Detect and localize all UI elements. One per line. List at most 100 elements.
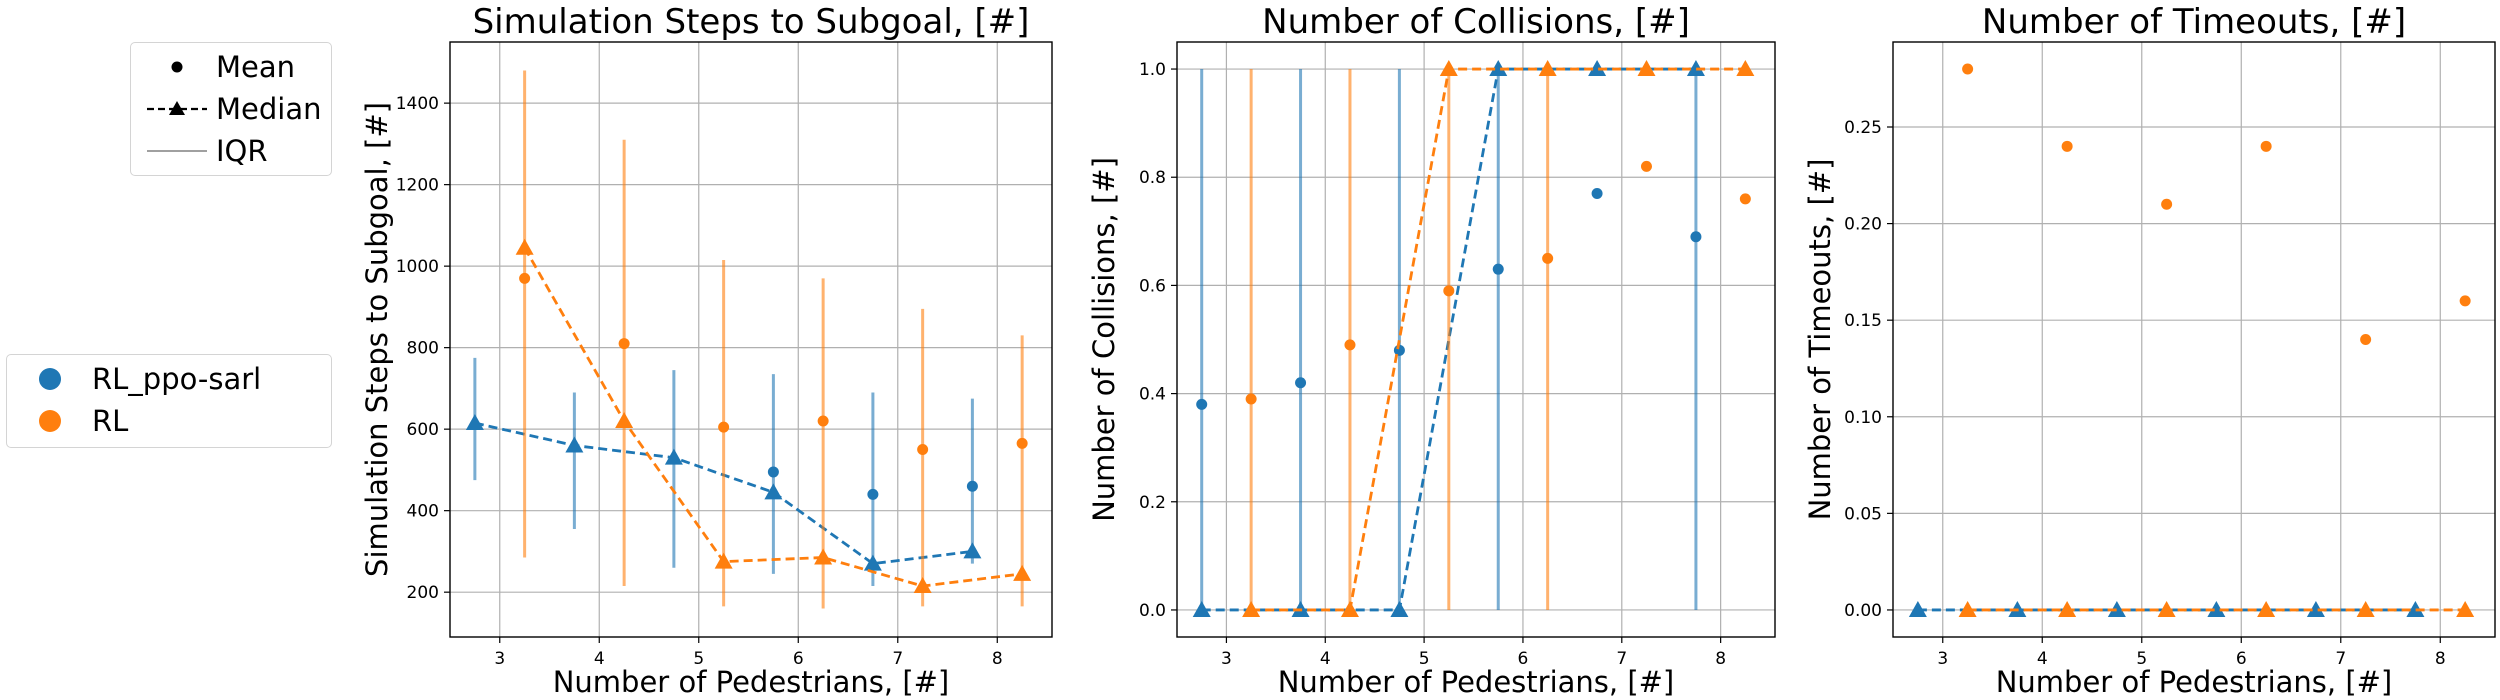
x-tick-label: 8: [2435, 649, 2446, 669]
x-tick-label: 7: [1616, 649, 1627, 669]
mean-marker: [966, 480, 978, 492]
median-line: [523, 247, 1023, 588]
rl-ppo-sarl-swatch-dot: [39, 368, 61, 390]
median-marker: [764, 483, 783, 500]
x-tick-label: 3: [494, 649, 505, 669]
mean-marker: [1016, 437, 1028, 449]
mean-marker: [1492, 263, 1504, 275]
x-tick-label: 3: [1221, 649, 1232, 669]
mean-marker: [1641, 160, 1653, 172]
mean-marker: [767, 466, 779, 478]
rl-ppo-sarl-swatch-icon: [39, 368, 61, 390]
x-tick-label: 6: [2236, 649, 2247, 669]
x-tick-label: 4: [2037, 649, 2048, 669]
y-tick-label: 0.2: [1139, 493, 1166, 513]
mean-marker: [2360, 334, 2372, 345]
y-tick-label: 0.8: [1139, 168, 1166, 188]
median-marker: [714, 552, 733, 569]
mean-marker: [1962, 63, 1974, 75]
mean-marker: [718, 421, 730, 433]
x-tick-label: 6: [1518, 649, 1529, 669]
mean-marker: [2260, 140, 2272, 152]
x-tick-label: 7: [2335, 649, 2346, 669]
y-axis-label: Simulation Steps to Subgoal, [#]: [360, 102, 394, 577]
mean-marker: [917, 444, 929, 456]
legend-series: RL_ppo-sarl RL: [6, 354, 332, 448]
y-axis-label: Number of Timeouts, [#]: [1803, 159, 1837, 521]
series-rl: [515, 70, 1032, 609]
median-marker: [2356, 600, 2375, 617]
y-tick-label: 600: [407, 420, 439, 440]
y-tick-label: 0.05: [1844, 504, 1882, 524]
median-marker: [615, 412, 634, 429]
median-marker: [1013, 564, 1032, 581]
mean-marker: [1443, 285, 1455, 297]
y-tick-label: 1000: [396, 257, 439, 277]
legend-label-mean: Mean: [216, 50, 296, 84]
median-marker: [2107, 600, 2126, 617]
chart-title: Number of Collisions, [#]: [1262, 2, 1690, 42]
y-tick-label: 1200: [396, 176, 439, 196]
y-tick-label: 1.0: [1139, 60, 1166, 80]
x-tick-label: 5: [2136, 649, 2147, 669]
mean-marker: [1690, 231, 1702, 243]
mean-marker: [2459, 295, 2471, 307]
y-tick-label: 200: [407, 583, 439, 603]
y-tick-label: 0.20: [1844, 215, 1882, 235]
x-tick-label: 3: [1937, 649, 1948, 669]
legend-item-mean: Mean: [131, 47, 331, 87]
mean-marker: [1739, 193, 1751, 205]
mean-marker: [519, 272, 531, 284]
median-marker: [1908, 600, 1927, 617]
median-marker: [2157, 600, 2176, 617]
series-rl: [1242, 60, 1755, 617]
median-marker: [2406, 600, 2425, 617]
x-tick-label: 5: [1419, 649, 1430, 669]
mean-marker: [1591, 187, 1603, 199]
legend-item-rl-ppo-sarl: RL_ppo-sarl: [7, 359, 331, 399]
mean-marker: [1542, 252, 1554, 264]
median-marker: [515, 238, 534, 255]
median-marker: [465, 414, 484, 431]
x-tick-label: 8: [1715, 649, 1726, 669]
mean-marker: [817, 415, 829, 427]
x-axis-label: Number of Pedestrians, [#]: [553, 665, 950, 699]
y-tick-label: 0.0: [1139, 601, 1166, 621]
median-marker: [565, 436, 584, 453]
median-marker: [2257, 600, 2276, 617]
median-marker: [1242, 600, 1261, 617]
median-line: [1251, 67, 1746, 612]
median-marker: [1538, 60, 1557, 77]
median-marker: [1390, 600, 1409, 617]
y-tick-label: 0.15: [1844, 311, 1882, 331]
x-tick-label: 6: [793, 649, 804, 669]
mean-marker: [867, 488, 879, 500]
x-axis-label: Number of Pedestrians, [#]: [1996, 665, 2393, 699]
chart-panel-2: 3 4 5 6 7 8 0.0 0.2 0.4 0.6 0.8 1.0 Number of Collis…: [1087, 2, 1776, 699]
mean-marker: [1344, 339, 1356, 351]
median-marker: [963, 542, 982, 559]
mean-marker-icon: [171, 61, 183, 73]
x-tick-label: 4: [1320, 649, 1331, 669]
legend-label-median: Median: [216, 92, 322, 126]
x-tick-label: 7: [892, 649, 903, 669]
median-marker: [2207, 600, 2226, 617]
mean-marker: [2161, 198, 2173, 210]
median-marker: [1489, 60, 1508, 77]
chart-panel-3: 3 4 5 6 7 8 0.00 0.05 0.10 0.15 0.20 0.25 Number of …: [1803, 2, 2496, 699]
median-marker: [863, 554, 882, 571]
median-marker: [1637, 60, 1656, 77]
legend-styles: Mean Median IQR: [130, 42, 332, 176]
median-marker: [1736, 60, 1755, 77]
legend-label-iqr: IQR: [216, 134, 268, 168]
legend-item-iqr: IQR: [131, 131, 331, 171]
mean-marker: [1245, 393, 1257, 405]
median-marker: [1192, 600, 1211, 617]
y-tick-label: 0.10: [1844, 408, 1882, 428]
median-marker: [1340, 600, 1359, 617]
y-tick-label: 1400: [396, 94, 439, 114]
rl-swatch-dot: [39, 410, 61, 432]
y-tick-label: 800: [407, 339, 439, 359]
plot-frame: [1176, 41, 1776, 638]
